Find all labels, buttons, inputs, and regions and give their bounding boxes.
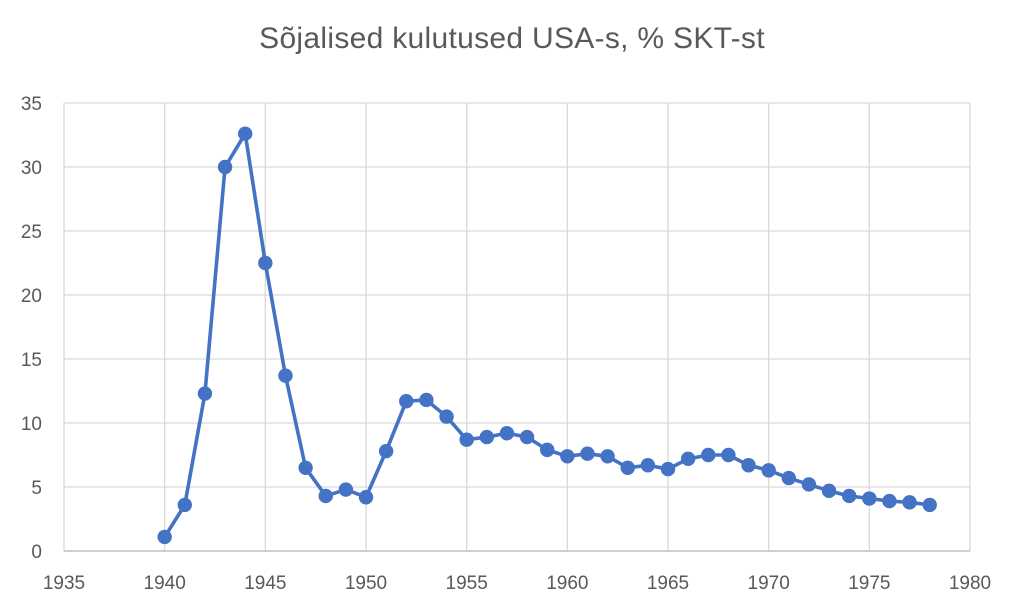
data-point bbox=[821, 483, 837, 499]
data-point bbox=[882, 493, 897, 509]
data-point bbox=[318, 488, 333, 504]
data-point bbox=[238, 126, 253, 141]
data-point bbox=[842, 488, 857, 504]
data-point bbox=[177, 497, 192, 513]
x-tick-label: 1950 bbox=[345, 573, 387, 594]
data-point bbox=[600, 449, 615, 464]
y-tick-label: 0 bbox=[31, 542, 42, 563]
data-point bbox=[197, 386, 213, 401]
data-point bbox=[922, 497, 937, 513]
data-point bbox=[540, 442, 555, 458]
data-point bbox=[338, 482, 354, 497]
data-point bbox=[519, 429, 535, 445]
x-tick-label: 1940 bbox=[144, 573, 186, 594]
x-tick-label: 1965 bbox=[647, 573, 689, 594]
x-tick-label: 1935 bbox=[43, 573, 85, 594]
y-tick-label: 30 bbox=[21, 158, 42, 179]
data-point bbox=[660, 461, 676, 477]
data-point bbox=[801, 477, 817, 492]
y-tick-label: 5 bbox=[31, 478, 42, 499]
series bbox=[157, 126, 937, 545]
data-point bbox=[479, 429, 494, 445]
data-point bbox=[459, 432, 474, 447]
data-point bbox=[620, 460, 635, 475]
grid bbox=[63, 102, 971, 551]
data-point bbox=[902, 495, 917, 510]
y-tick-label: 35 bbox=[21, 94, 42, 115]
data-point bbox=[499, 426, 515, 441]
x-tick-label: 1980 bbox=[949, 573, 991, 594]
x-tick-label: 1975 bbox=[848, 573, 890, 594]
data-point bbox=[358, 490, 374, 505]
y-tick-label: 25 bbox=[21, 222, 42, 243]
data-point bbox=[781, 470, 796, 486]
y-tick-label: 15 bbox=[21, 350, 42, 371]
y-tick-label: 10 bbox=[21, 414, 42, 435]
data-point bbox=[741, 458, 756, 473]
data-point bbox=[701, 447, 716, 463]
y-tick-label: 20 bbox=[21, 286, 42, 307]
data-point bbox=[399, 394, 414, 409]
x-tick-label: 1945 bbox=[244, 573, 286, 594]
chart-title: Sõjalised kulutused USA-s, % SKT-st bbox=[259, 22, 765, 55]
data-point bbox=[298, 460, 313, 475]
data-point bbox=[258, 255, 273, 271]
data-point bbox=[419, 392, 434, 408]
data-point bbox=[862, 491, 877, 506]
data-point bbox=[439, 409, 454, 424]
data-point bbox=[278, 368, 293, 383]
data-point bbox=[640, 458, 656, 473]
data-point bbox=[560, 449, 575, 464]
data-point bbox=[721, 447, 736, 463]
data-point bbox=[761, 463, 776, 478]
data-point bbox=[378, 443, 394, 459]
data-point bbox=[217, 159, 233, 175]
data-point bbox=[157, 529, 172, 545]
tick-labels: 0 5 10 15 20 25 30 35 1935 1940 1945 1950 1955 1960 19… bbox=[21, 94, 991, 594]
data-point bbox=[580, 446, 595, 461]
series-line bbox=[162, 131, 932, 539]
x-tick-label: 1970 bbox=[748, 573, 790, 594]
x-tick-label: 1960 bbox=[546, 573, 588, 594]
x-tick-label: 1955 bbox=[446, 573, 488, 594]
data-point bbox=[680, 451, 696, 467]
